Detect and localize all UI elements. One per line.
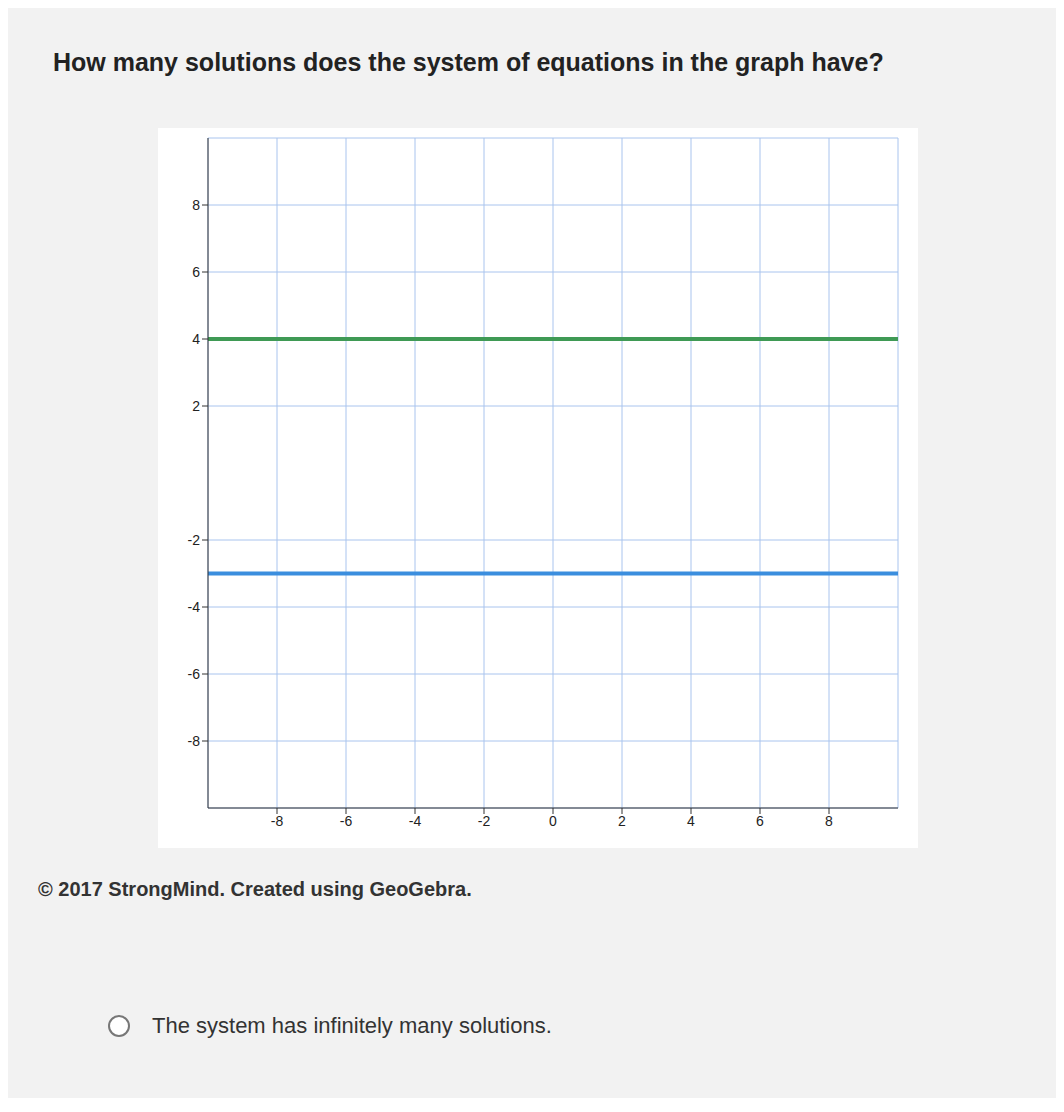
svg-text:0: 0 xyxy=(549,813,557,829)
svg-text:2: 2 xyxy=(192,398,200,414)
svg-text:2: 2 xyxy=(618,813,626,829)
svg-text:-8: -8 xyxy=(271,813,284,829)
svg-text:-4: -4 xyxy=(188,599,201,615)
svg-text:4: 4 xyxy=(687,813,695,829)
svg-text:8: 8 xyxy=(825,813,833,829)
svg-text:6: 6 xyxy=(756,813,764,829)
svg-text:-2: -2 xyxy=(188,532,201,548)
html-text:© 2017 StrongMind. Created usi: © 2017 StrongMind. Created using GeoGebr… xyxy=(38,878,472,900)
svg-text:6: 6 xyxy=(192,264,200,280)
svg-text:-4: -4 xyxy=(409,813,422,829)
svg-text:8: 8 xyxy=(192,197,200,213)
svg-text:4: 4 xyxy=(192,331,200,347)
svg-text:-8: -8 xyxy=(188,733,201,749)
svg-text:-2: -2 xyxy=(478,813,491,829)
svg-text:-6: -6 xyxy=(188,666,201,682)
svg-text:-6: -6 xyxy=(340,813,353,829)
html-text:How many solutions does the sy: How many solutions does the system of eq… xyxy=(53,48,884,76)
html-text:The system has infinitely many: The system has infinitely many solutions… xyxy=(152,1013,552,1038)
